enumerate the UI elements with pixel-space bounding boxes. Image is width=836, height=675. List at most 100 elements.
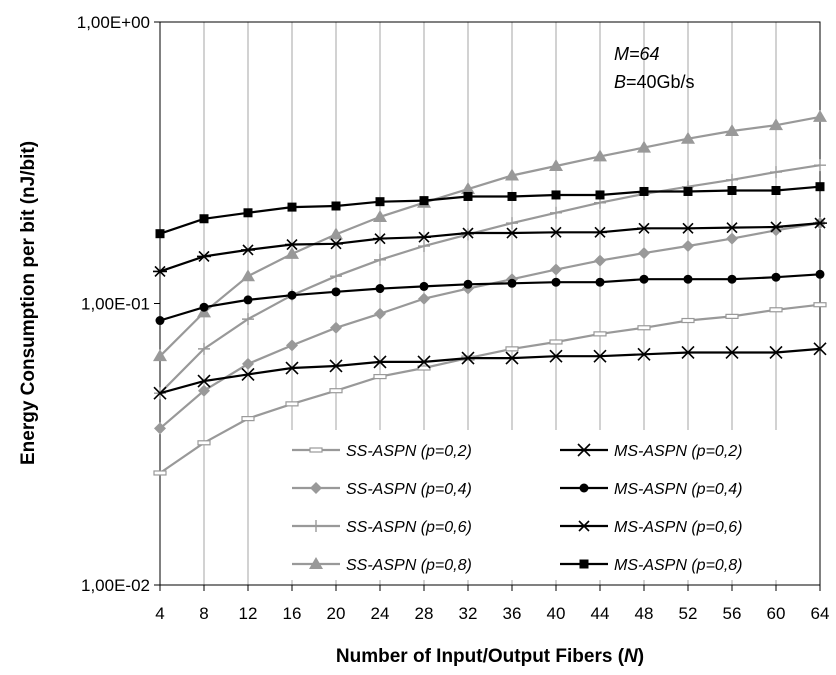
- data-point: [199, 214, 209, 224]
- x-axis-ticks: 4 8 12 16 20 24 28 32 36 40 44 48 52 56 60 64: [155, 585, 829, 623]
- data-point: [507, 191, 517, 201]
- data-point: [419, 281, 429, 291]
- data-point: [242, 313, 254, 326]
- data-point: [594, 254, 606, 267]
- data-point: [725, 124, 739, 137]
- data-point: [505, 227, 519, 239]
- data-point: [637, 347, 651, 361]
- data-point: [593, 149, 607, 162]
- data-point: [329, 238, 343, 250]
- data-point: [329, 388, 343, 394]
- legend-label: SS-ASPN (p=0,8): [346, 557, 472, 574]
- data-point: [770, 166, 782, 179]
- data-point: [198, 342, 210, 355]
- data-point: [681, 345, 695, 360]
- data-point: [505, 346, 519, 352]
- data-point: [637, 222, 651, 234]
- legend-marker: [577, 443, 591, 457]
- series-1: [153, 302, 827, 476]
- legend-marker: [309, 447, 323, 453]
- data-point: [683, 274, 693, 284]
- data-point: [550, 206, 562, 219]
- data-point: [506, 217, 518, 230]
- legend-marker: [579, 559, 589, 569]
- series-8: [155, 182, 825, 239]
- data-point: [726, 173, 738, 186]
- data-point: [419, 196, 429, 206]
- data-point: [286, 339, 298, 352]
- annotation-b: B=40Gb/s: [614, 72, 695, 92]
- data-point: [507, 278, 517, 288]
- data-point: [155, 316, 165, 326]
- x-tick-label: 64: [811, 604, 830, 623]
- legend-item: MS-ASPN (p=0,4): [560, 481, 742, 498]
- series-line: [159, 164, 821, 394]
- data-point: [549, 226, 563, 238]
- data-point: [375, 284, 385, 294]
- series-6: [155, 269, 825, 326]
- data-point: [639, 274, 649, 284]
- data-point: [243, 295, 253, 305]
- data-point: [549, 349, 563, 363]
- data-point: [285, 401, 299, 407]
- legend-label: MS-ASPN (p=0,6): [614, 519, 742, 536]
- data-point: [373, 373, 387, 380]
- data-point: [243, 208, 253, 218]
- data-point: [681, 222, 695, 234]
- data-point: [551, 277, 561, 287]
- data-point: [418, 240, 430, 253]
- x-tick-label: 16: [283, 604, 302, 623]
- data-point: [769, 307, 783, 313]
- data-point: [595, 277, 605, 287]
- x-axis-title: Number of Input/Output Fibers (N): [336, 646, 644, 667]
- series-3: [154, 159, 826, 400]
- x-tick-label: 60: [767, 604, 786, 623]
- data-point: [725, 313, 739, 319]
- data-point: [241, 367, 255, 381]
- legend-item: SS-ASPN (p=0,4): [292, 481, 472, 498]
- series-line: [159, 222, 821, 430]
- data-point: [463, 191, 473, 201]
- data-point: [285, 238, 299, 251]
- legend-item: MS-ASPN (p=0,8): [560, 557, 742, 574]
- legend-label: MS-ASPN (p=0,2): [614, 443, 742, 460]
- data-point: [241, 416, 255, 422]
- y-axis-title: Energy Consumption per bit (nJ/bit): [18, 141, 39, 465]
- data-point: [373, 209, 387, 222]
- data-point: [815, 182, 825, 192]
- legend-label: SS-ASPN (p=0,6): [346, 519, 472, 536]
- data-point: [725, 222, 739, 234]
- data-point: [374, 253, 386, 266]
- data-point: [417, 365, 431, 371]
- data-point: [549, 339, 563, 345]
- data-point: [418, 292, 430, 305]
- legend-item: MS-ASPN (p=0,2): [560, 443, 742, 460]
- legend-marker: [310, 482, 322, 494]
- data-point: [683, 186, 693, 196]
- data-point: [771, 272, 781, 282]
- series-4: [153, 109, 827, 362]
- data-point: [595, 190, 605, 200]
- data-point: [285, 361, 299, 375]
- data-point: [550, 263, 562, 276]
- data-point: [461, 182, 475, 195]
- x-tick-label: 8: [199, 604, 208, 623]
- x-tick-label: 56: [723, 604, 742, 623]
- data-point: [505, 168, 519, 181]
- y-tick-label: 1,00E-01: [81, 295, 150, 314]
- data-point: [769, 118, 783, 131]
- data-point: [285, 246, 299, 259]
- x-tick-label: 32: [459, 604, 478, 623]
- x-tick-label: 44: [591, 604, 610, 623]
- data-point: [551, 190, 561, 200]
- data-point: [682, 240, 694, 253]
- legend-marker: [310, 520, 322, 532]
- legend-marker: [309, 557, 323, 569]
- series-7: [153, 217, 827, 277]
- x-tick-label: 24: [371, 604, 390, 623]
- data-point: [637, 325, 651, 331]
- data-point: [461, 351, 475, 365]
- data-point: [593, 349, 607, 363]
- data-point: [373, 233, 387, 245]
